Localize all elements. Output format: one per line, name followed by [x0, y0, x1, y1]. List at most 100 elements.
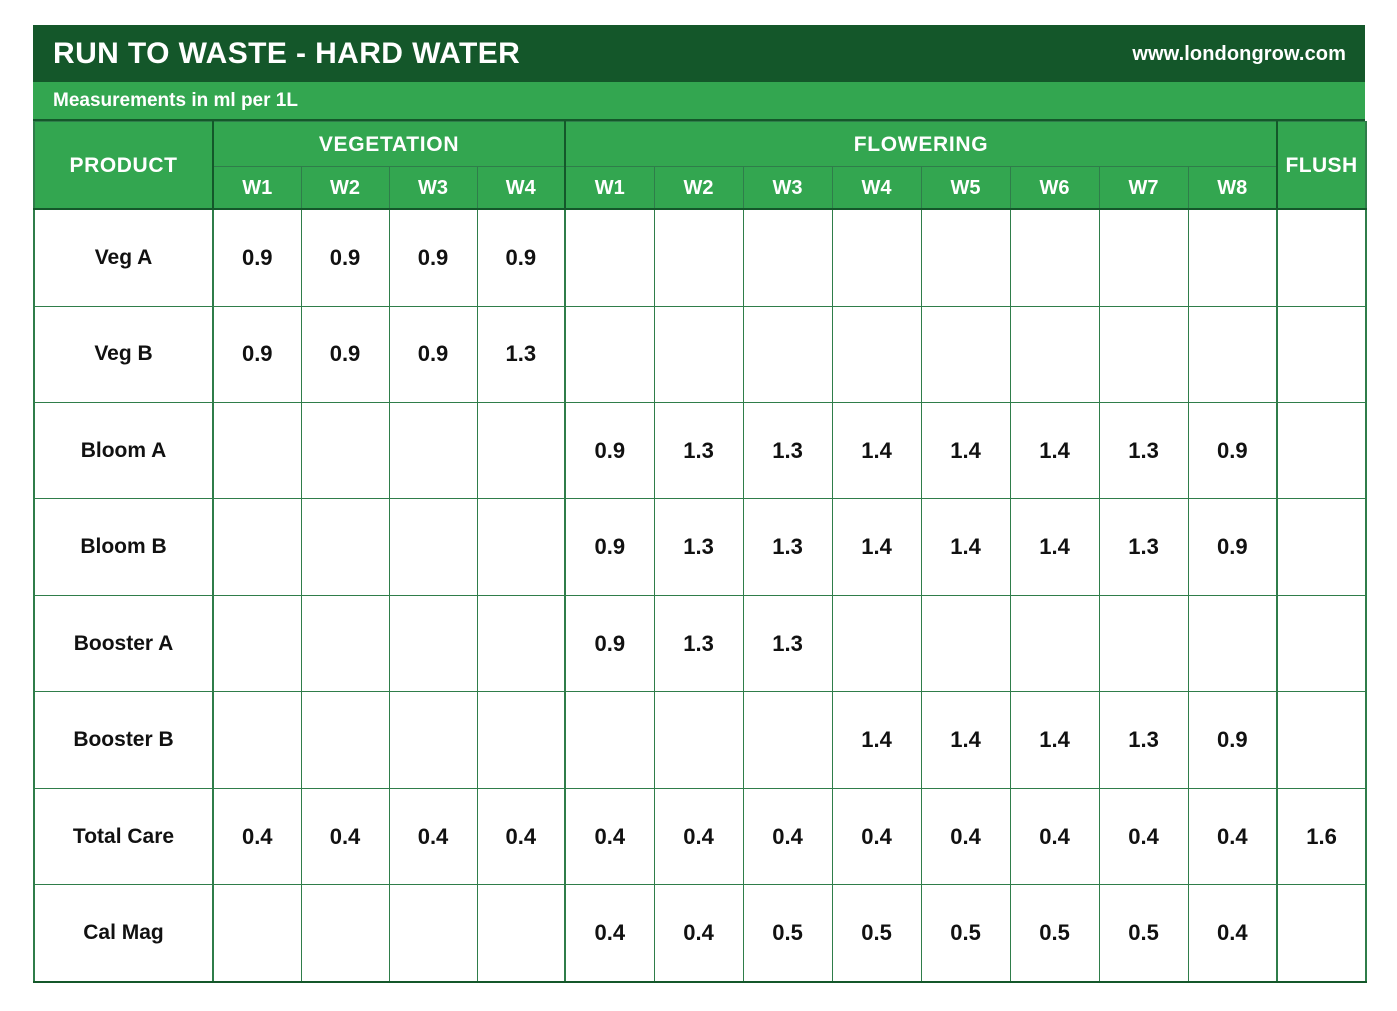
dose-cell-flower-w1: 0.9 — [564, 498, 655, 596]
dose-cell-flower-w3: 1.3 — [742, 401, 833, 500]
dose-cell-veg-w3 — [388, 884, 478, 984]
column-header-flush: FLUSH — [1276, 121, 1367, 210]
dose-cell-veg-w4 — [476, 594, 567, 693]
dose-cell-veg-w3 — [388, 594, 478, 693]
dose-cell-flower-w2: 1.3 — [653, 594, 744, 693]
dose-cell-flower-w2: 0.4 — [653, 884, 744, 984]
dose-cell-flower-w1: 0.4 — [564, 787, 655, 886]
dose-cell-flower-w7: 0.4 — [1098, 787, 1189, 886]
dose-cell-flower-w7 — [1098, 305, 1189, 403]
product-name-cell: Booster A — [33, 594, 214, 693]
dose-cell-flower-w6: 0.4 — [1009, 787, 1100, 886]
dose-cell-flower-w8 — [1187, 594, 1279, 693]
dose-cell-flower-w3 — [742, 691, 833, 789]
dose-cell-flower-w5: 1.4 — [920, 498, 1011, 596]
table-row: Veg B 0.9 0.9 0.9 1.3 — [33, 305, 1367, 403]
table-row: Cal Mag 0.4 0.4 0.5 0.5 0.5 0.5 0.5 0.4 — [33, 884, 1367, 984]
table-row: Veg A 0.9 0.9 0.9 0.9 — [33, 208, 1367, 307]
dose-cell-flower-w4 — [831, 208, 922, 307]
dose-cell-flower-w3: 1.3 — [742, 594, 833, 693]
week-header-flower-w4: W4 — [831, 166, 922, 210]
dose-cell-flower-w8 — [1187, 208, 1279, 307]
dose-cell-veg-w4 — [476, 498, 567, 596]
table-body: Veg A 0.9 0.9 0.9 0.9 Veg B 0.9 0.9 0.9 1.3 Bloom … — [33, 208, 1367, 984]
dose-cell-flower-w8 — [1187, 305, 1279, 403]
dose-cell-flower-w6: 1.4 — [1009, 691, 1100, 789]
table-row: Bloom A 0.9 1.3 1.3 1.4 1.4 1.4 1.3 0.9 — [33, 401, 1367, 500]
site-url: www.londongrow.com — [1132, 42, 1346, 65]
dose-cell-veg-w4 — [476, 401, 567, 500]
dose-cell-flower-w8: 0.9 — [1187, 498, 1279, 596]
dose-cell-flower-w4: 1.4 — [831, 401, 922, 500]
dose-cell-veg-w3: 0.9 — [388, 208, 478, 307]
dose-cell-veg-w1: 0.9 — [212, 305, 302, 403]
dose-cell-flower-w4: 1.4 — [831, 498, 922, 596]
dose-cell-flower-w3: 0.4 — [742, 787, 833, 886]
dose-cell-veg-w2 — [300, 498, 390, 596]
dose-cell-flower-w4: 0.5 — [831, 884, 922, 984]
week-header-veg-w1: W1 — [212, 166, 302, 210]
title-bar: RUN TO WASTE - HARD WATER www.londongrow… — [33, 25, 1365, 82]
dose-cell-veg-w1 — [212, 401, 302, 500]
dose-cell-veg-w1 — [212, 691, 302, 789]
dose-cell-flower-w4: 0.4 — [831, 787, 922, 886]
dose-cell-flower-w3 — [742, 305, 833, 403]
week-header-flower-w1: W1 — [564, 166, 655, 210]
dose-cell-veg-w2 — [300, 884, 390, 984]
product-name-cell: Bloom A — [33, 401, 214, 500]
dose-cell-flower-w1: 0.4 — [564, 884, 655, 984]
dose-cell-flower-w1 — [564, 691, 655, 789]
dose-cell-flower-w3: 1.3 — [742, 498, 833, 596]
product-name-cell: Veg B — [33, 305, 214, 403]
dose-cell-flower-w2: 1.3 — [653, 498, 744, 596]
dose-cell-veg-w3: 0.9 — [388, 305, 478, 403]
dose-cell-flower-w7: 0.5 — [1098, 884, 1189, 984]
week-header-flower-w2: W2 — [653, 166, 744, 210]
week-header-flower-w3: W3 — [742, 166, 833, 210]
table-row: Booster A 0.9 1.3 1.3 — [33, 594, 1367, 693]
dose-cell-flower-w2: 1.3 — [653, 401, 744, 500]
dose-cell-flower-w7: 1.3 — [1098, 401, 1189, 500]
dose-cell-veg-w1 — [212, 498, 302, 596]
week-header-veg-w4: W4 — [476, 166, 567, 210]
dose-cell-flower-w5: 0.5 — [920, 884, 1011, 984]
table-row: Bloom B 0.9 1.3 1.3 1.4 1.4 1.4 1.3 0.9 — [33, 498, 1367, 596]
dose-cell-flower-w6 — [1009, 208, 1100, 307]
week-header-veg-w3: W3 — [388, 166, 478, 210]
dose-cell-veg-w3: 0.4 — [388, 787, 478, 886]
dose-cell-veg-w3 — [388, 498, 478, 596]
dose-cell-veg-w2 — [300, 594, 390, 693]
product-name-cell: Booster B — [33, 691, 214, 789]
feeding-schedule-chart: RUN TO WASTE - HARD WATER www.londongrow… — [33, 25, 1368, 984]
product-name-cell: Bloom B — [33, 498, 214, 596]
dose-cell-veg-w4: 1.3 — [476, 305, 567, 403]
dose-cell-flush — [1276, 401, 1367, 500]
dose-cell-veg-w4: 0.4 — [476, 787, 567, 886]
dose-cell-flower-w1 — [564, 208, 655, 307]
week-header-veg-w2: W2 — [300, 166, 390, 210]
dose-cell-flower-w7 — [1098, 594, 1189, 693]
table-row: Booster B 1.4 1.4 1.4 1.3 0.9 — [33, 691, 1367, 789]
dose-cell-veg-w2: 0.9 — [300, 208, 390, 307]
dose-cell-veg-w1: 0.4 — [212, 787, 302, 886]
dose-cell-veg-w2: 0.4 — [300, 787, 390, 886]
dose-cell-flush: 1.6 — [1276, 787, 1367, 886]
dose-cell-flower-w6: 1.4 — [1009, 401, 1100, 500]
dose-cell-flower-w8: 0.4 — [1187, 884, 1279, 984]
dose-cell-flower-w3 — [742, 208, 833, 307]
dose-cell-flower-w1 — [564, 305, 655, 403]
header-row-weeks: W1 W2 W3 W4 W1 W2 W3 W4 W5 W6 W7 W8 — [34, 166, 1366, 210]
schedule-table: PRODUCT VEGETATION FLOWERING FLUSH W1 W2… — [33, 121, 1368, 984]
week-header-flower-w7: W7 — [1098, 166, 1189, 210]
dose-cell-veg-w2 — [300, 691, 390, 789]
dose-cell-veg-w4 — [476, 884, 567, 984]
dose-cell-flower-w5 — [920, 305, 1011, 403]
table-row: Total Care 0.4 0.4 0.4 0.4 0.4 0.4 0.4 0.4 0.4 0.4… — [33, 787, 1367, 886]
dose-cell-flower-w2 — [653, 208, 744, 307]
dose-cell-flower-w4: 1.4 — [831, 691, 922, 789]
dose-cell-flower-w5: 1.4 — [920, 691, 1011, 789]
product-name-cell: Cal Mag — [33, 884, 214, 984]
dose-cell-flush — [1276, 594, 1367, 693]
dose-cell-flush — [1276, 305, 1367, 403]
dose-cell-flower-w6: 1.4 — [1009, 498, 1100, 596]
